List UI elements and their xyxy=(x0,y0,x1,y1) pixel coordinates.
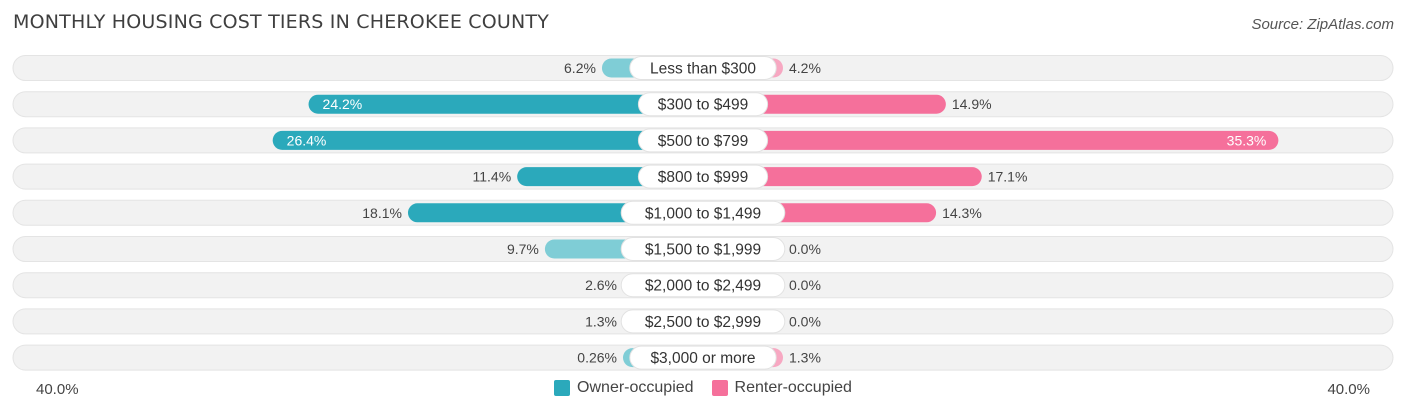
owner-value-label: 0.26% xyxy=(577,350,617,366)
legend-swatch-renter xyxy=(711,380,728,396)
owner-value-label: 6.2% xyxy=(564,60,596,76)
renter-value-label: 0.0% xyxy=(789,277,821,293)
renter-value-label: 35.3% xyxy=(1227,132,1267,148)
category-pill xyxy=(637,128,769,153)
category-label: $800 to $999 xyxy=(658,169,749,186)
owner-value-label: 24.2% xyxy=(323,96,363,112)
renter-value-label: 1.3% xyxy=(789,350,821,366)
legend-item-owner: Owner-occupied xyxy=(554,379,694,397)
owner-value-label: 1.3% xyxy=(585,313,617,329)
category-label: $2,000 to $2,499 xyxy=(645,278,761,295)
owner-value-label: 18.1% xyxy=(362,205,402,221)
legend-label-renter: Renter-occupied xyxy=(734,379,852,396)
category-pill xyxy=(629,56,777,80)
renter-bar xyxy=(703,130,1279,150)
owner-bar xyxy=(308,94,703,114)
category-label: $1,000 to $1,499 xyxy=(645,205,761,222)
category-pill xyxy=(629,345,777,370)
renter-value-label: 4.2% xyxy=(789,60,821,76)
category-label: $3,000 or more xyxy=(650,350,755,367)
category-label: Less than $300 xyxy=(650,61,756,78)
category-pill xyxy=(637,92,769,117)
renter-value-label: 0.0% xyxy=(789,313,821,329)
category-label: $2,500 to $2,999 xyxy=(645,314,761,331)
category-pill xyxy=(620,273,786,298)
category-pill xyxy=(637,164,769,189)
diverging-bar-chart: 6.2% 4.2% Less than $300 24.2% 14.9% $300 to … xyxy=(12,55,1394,371)
chart-title: MONTHLY HOUSING COST TIERS IN CHEROKEE C… xyxy=(13,11,550,33)
axis-left-label: 40.0% xyxy=(36,381,79,398)
owner-value-label: 26.4% xyxy=(287,132,327,148)
legend-label-owner: Owner-occupied xyxy=(577,379,694,396)
category-label: $1,500 to $1,999 xyxy=(645,242,761,259)
owner-value-label: 9.7% xyxy=(507,241,539,257)
legend: Owner-occupied Renter-occupied xyxy=(0,379,1406,397)
renter-value-label: 14.3% xyxy=(942,205,982,221)
renter-value-label: 0.0% xyxy=(789,241,821,257)
category-pill xyxy=(620,309,786,334)
legend-item-renter: Renter-occupied xyxy=(711,379,852,397)
owner-value-label: 2.6% xyxy=(585,277,617,293)
owner-value-label: 11.4% xyxy=(473,169,512,185)
category-label: $500 to $799 xyxy=(658,133,749,150)
renter-bar xyxy=(703,167,982,187)
category-pill xyxy=(620,237,786,261)
renter-value-label: 17.1% xyxy=(988,169,1028,185)
legend-swatch-owner xyxy=(554,380,571,396)
category-pill xyxy=(620,200,786,225)
renter-value-label: 14.9% xyxy=(952,96,992,112)
axis-right-label: 40.0% xyxy=(1327,381,1370,398)
source-note: Source: ZipAtlas.com xyxy=(1251,16,1394,33)
category-label: $300 to $499 xyxy=(658,97,749,114)
owner-bar xyxy=(272,130,703,150)
